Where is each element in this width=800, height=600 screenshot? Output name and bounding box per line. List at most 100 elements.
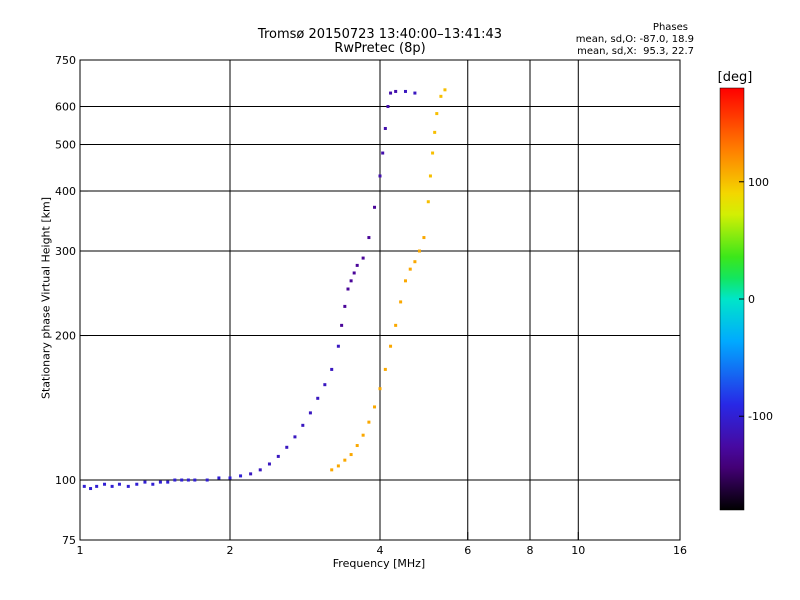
data-point bbox=[413, 91, 417, 95]
x-tick-label: 6 bbox=[464, 544, 471, 557]
x-tick-label: 16 bbox=[673, 544, 687, 557]
data-point bbox=[383, 126, 387, 130]
colorbar-tick-label: 100 bbox=[748, 176, 769, 189]
data-point bbox=[394, 89, 398, 93]
data-point bbox=[426, 200, 430, 204]
data-point bbox=[143, 480, 147, 484]
data-point bbox=[403, 89, 407, 93]
data-point bbox=[433, 130, 437, 134]
data-point bbox=[330, 367, 334, 371]
stats-header: Phases bbox=[652, 22, 688, 33]
x-tick-label: 4 bbox=[377, 544, 384, 557]
x-axis-label: Frequency [MHz] bbox=[332, 557, 426, 570]
data-point bbox=[173, 478, 177, 482]
data-point bbox=[158, 480, 162, 484]
colorbar-tick-label: -100 bbox=[748, 410, 773, 423]
data-point bbox=[435, 112, 439, 116]
data-point bbox=[89, 487, 93, 491]
data-point bbox=[361, 433, 365, 437]
y-tick-label: 750 bbox=[55, 54, 76, 67]
stats-x-mode: mean, sd,X: 95.3, 22.7 bbox=[577, 46, 694, 57]
data-point bbox=[239, 474, 243, 478]
data-point bbox=[381, 151, 385, 155]
data-point bbox=[186, 478, 190, 482]
x-tick-label: 1 bbox=[77, 544, 84, 557]
data-point bbox=[355, 263, 359, 267]
data-point bbox=[349, 279, 353, 283]
data-point bbox=[394, 323, 398, 327]
data-point bbox=[346, 287, 350, 291]
data-point bbox=[193, 478, 197, 482]
y-tick-label: 400 bbox=[55, 185, 76, 198]
data-point bbox=[293, 435, 297, 439]
data-point bbox=[249, 472, 253, 476]
chart-title: Tromsø 20150723 13:40:00–13:41:43 bbox=[257, 27, 503, 42]
data-point bbox=[126, 484, 130, 488]
data-point bbox=[82, 484, 86, 488]
data-point bbox=[336, 344, 340, 348]
data-point bbox=[399, 300, 403, 304]
data-point bbox=[389, 344, 393, 348]
data-point bbox=[408, 267, 412, 271]
data-point bbox=[95, 484, 99, 488]
data-point bbox=[228, 476, 232, 480]
data-point bbox=[355, 444, 359, 448]
data-point bbox=[330, 468, 334, 472]
y-tick-label: 75 bbox=[62, 534, 76, 547]
data-point bbox=[301, 423, 305, 427]
data-point bbox=[205, 478, 209, 482]
plot-frame bbox=[79, 59, 681, 541]
y-tick-label: 600 bbox=[55, 101, 76, 114]
y-tick-label: 500 bbox=[55, 139, 76, 152]
data-point bbox=[110, 484, 114, 488]
y-tick-label: 200 bbox=[55, 330, 76, 343]
data-point bbox=[336, 464, 340, 468]
data-point bbox=[422, 236, 426, 240]
data-point bbox=[361, 256, 365, 260]
data-point bbox=[431, 151, 435, 155]
data-point bbox=[117, 482, 121, 486]
data-point bbox=[340, 323, 344, 327]
data-point bbox=[378, 387, 382, 391]
data-point bbox=[373, 405, 377, 409]
data-point bbox=[323, 383, 327, 387]
data-point bbox=[343, 304, 347, 308]
y-tick-label: 100 bbox=[55, 474, 76, 487]
data-point bbox=[267, 462, 271, 466]
data-point bbox=[308, 411, 312, 415]
chart-subtitle: RwPretec (8p) bbox=[334, 41, 426, 56]
data-point bbox=[417, 249, 421, 253]
data-point bbox=[316, 396, 320, 400]
data-point bbox=[439, 94, 443, 98]
data-point bbox=[413, 260, 417, 264]
data-point bbox=[383, 367, 387, 371]
y-tick-label: 300 bbox=[55, 245, 76, 258]
data-point bbox=[166, 480, 170, 484]
data-point bbox=[378, 174, 382, 178]
colorbar-title: [deg] bbox=[717, 70, 753, 85]
data-point bbox=[367, 420, 371, 424]
data-point bbox=[343, 458, 347, 462]
x-tick-label: 2 bbox=[227, 544, 234, 557]
data-point bbox=[373, 205, 377, 209]
data-point bbox=[103, 482, 107, 486]
data-point bbox=[352, 271, 356, 275]
data-point bbox=[180, 478, 184, 482]
data-point bbox=[428, 174, 432, 178]
data-point bbox=[151, 482, 155, 486]
data-point bbox=[443, 88, 447, 92]
x-tick-label: 10 bbox=[571, 544, 585, 557]
data-point bbox=[135, 482, 139, 486]
data-point bbox=[389, 91, 393, 95]
data-point bbox=[258, 468, 262, 472]
x-tick-label: 8 bbox=[527, 544, 534, 557]
data-point bbox=[276, 454, 280, 458]
colorbar-tick-label: 0 bbox=[748, 293, 755, 306]
data-point bbox=[386, 105, 390, 109]
data-point bbox=[217, 476, 221, 480]
data-point bbox=[367, 236, 371, 240]
data-point bbox=[403, 279, 407, 283]
data-point bbox=[285, 445, 289, 449]
stats-o-mode: mean, sd,O: -87.0, 18.9 bbox=[575, 34, 694, 45]
